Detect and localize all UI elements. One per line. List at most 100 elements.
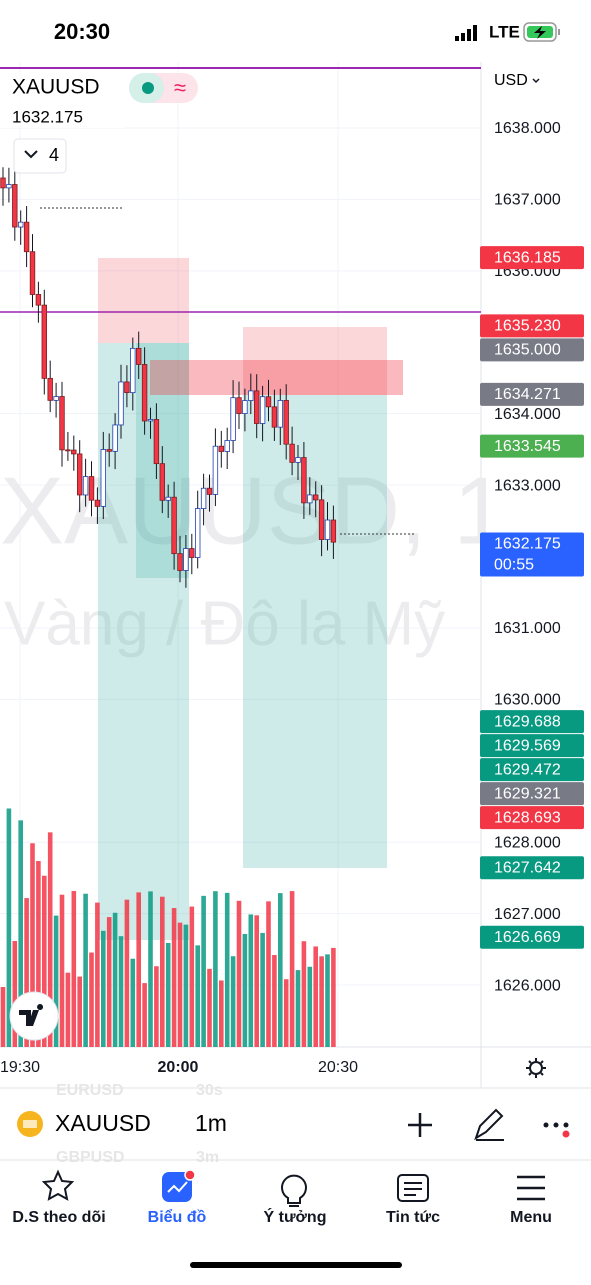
price-label: 1628.000	[494, 834, 561, 851]
status-time: 20:30	[54, 19, 110, 44]
candle-body	[88, 476, 95, 501]
volume-bar	[325, 954, 330, 1047]
candle-body	[124, 381, 130, 394]
tab-label[interactable]: Biểu đồ	[148, 1208, 207, 1226]
volume-bar	[65, 972, 71, 1047]
volume-bar	[101, 930, 106, 1047]
volume-bar	[272, 955, 277, 1047]
volume-bar	[195, 945, 200, 1047]
price-badge	[480, 246, 584, 270]
logo-mark	[19, 1004, 44, 1026]
delayed-icon: ≈	[174, 75, 186, 100]
volume-bar	[319, 956, 324, 1047]
tab-icon-lines	[404, 1182, 422, 1196]
price-badge-label: 1634.271	[494, 386, 561, 403]
candle-body	[324, 519, 331, 540]
price-badge	[480, 532, 584, 577]
volume-bar	[242, 933, 248, 1047]
price-badge	[480, 382, 584, 406]
candle-body	[53, 396, 59, 401]
candle-body	[295, 457, 301, 463]
volume-bar	[171, 908, 177, 1047]
more-button[interactable]	[543, 1122, 570, 1138]
volume-bar	[24, 898, 29, 1047]
volume-bar	[301, 941, 307, 1047]
price-badge-label: 1635.230	[494, 318, 561, 335]
candle-body	[259, 396, 266, 424]
candle-body	[47, 377, 53, 401]
tab-icon	[41, 1169, 75, 1201]
volume-bar	[136, 892, 141, 1047]
tab-label[interactable]: Tin tức	[386, 1209, 440, 1226]
price-label: 1634.000	[494, 406, 561, 423]
toolbar-interval[interactable]: 1m	[195, 1110, 227, 1136]
volume-bar	[118, 936, 124, 1047]
home-indicator	[190, 1262, 402, 1268]
candle-body	[17, 221, 24, 228]
legend-bg	[0, 72, 125, 128]
list-ghost: EURUSD	[56, 1082, 124, 1099]
tab-label[interactable]: D.S theo dõi	[12, 1209, 105, 1226]
chart-price: 1632.175	[12, 107, 83, 126]
candle-body	[159, 463, 165, 501]
indicator-toggle[interactable]	[13, 138, 67, 174]
candle-body	[230, 397, 236, 441]
add-button[interactable]	[408, 1113, 432, 1137]
candle-body	[224, 440, 230, 452]
volume-bar	[112, 912, 118, 1047]
candle-body	[183, 548, 189, 571]
tab-badge	[184, 1169, 196, 1181]
tab-icon	[162, 1172, 192, 1202]
list-ghost: GBPUSD	[56, 1149, 124, 1166]
candle-body	[35, 294, 42, 306]
volume-bar	[289, 891, 295, 1047]
volume-bar	[254, 915, 259, 1047]
candle-body	[0, 177, 6, 189]
candle-body	[59, 396, 65, 451]
candle-body	[77, 453, 83, 496]
volume-bar	[213, 891, 218, 1047]
volume-bar	[36, 861, 41, 1047]
watermark-description: Vàng / Đô la Mỹ	[4, 589, 445, 658]
volume-bar	[207, 968, 212, 1047]
price-badge	[480, 925, 584, 949]
currency[interactable]: USD	[494, 72, 528, 89]
list-ghost: 3m	[196, 1149, 219, 1166]
chart-symbol: XAUUSD	[12, 76, 100, 99]
draw-button[interactable]	[474, 1108, 504, 1141]
candle-body	[6, 184, 12, 189]
volume-bar	[260, 932, 265, 1047]
volume-bar	[219, 980, 224, 1047]
price-label: 1630.000	[494, 692, 561, 709]
volume-bar	[106, 917, 112, 1047]
tab-label[interactable]: Menu	[510, 1209, 552, 1226]
price-label: 1627.000	[494, 906, 561, 923]
candle-body	[236, 397, 242, 414]
price-badge-label: 1635.000	[494, 342, 561, 359]
candle-body	[12, 184, 18, 228]
list-ghost: 30s	[196, 1082, 223, 1099]
settings-icon[interactable]	[526, 1058, 546, 1078]
volume-bar	[278, 893, 283, 1047]
volume-bar	[236, 900, 242, 1047]
price-badge-label: 1636.185	[494, 249, 561, 266]
candle-body	[265, 396, 272, 408]
candle-body	[312, 494, 319, 501]
price-badge	[480, 434, 584, 458]
volume-bar	[248, 914, 254, 1047]
price-label: 1637.000	[494, 192, 561, 209]
candle-body	[212, 445, 219, 495]
price-badge-label: 1629.472	[494, 761, 561, 778]
signal	[455, 25, 477, 41]
tab-label[interactable]: Ý tưởng	[264, 1207, 327, 1226]
toolbar-symbol[interactable]: XAUUSD	[55, 1110, 151, 1136]
volume-bar	[165, 943, 171, 1047]
volume	[0, 808, 336, 1047]
tab-bar: D.S theo dõi Biểu đồ Ý tưởng Tin tức Menu	[12, 1207, 552, 1226]
price-label: 1638.000	[494, 120, 561, 137]
candle-body	[82, 476, 89, 496]
price-label: 1631.000	[494, 620, 561, 637]
volume-bar	[89, 952, 94, 1047]
candle-body	[112, 424, 118, 452]
price-badge	[480, 856, 584, 880]
